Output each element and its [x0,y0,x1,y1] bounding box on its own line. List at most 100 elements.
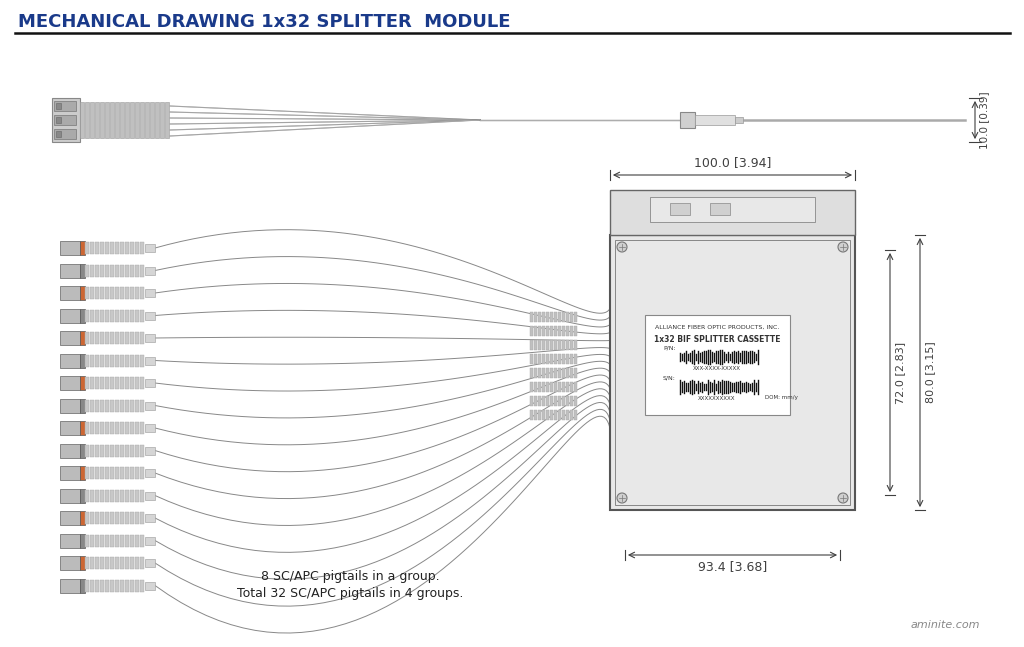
Bar [120,287,124,299]
Bar [110,512,114,524]
Bar [80,443,85,457]
Bar [534,410,537,419]
Bar [130,490,134,501]
Bar [120,265,124,276]
Bar [546,340,549,349]
Text: S/N:: S/N: [663,375,676,380]
Bar [140,580,144,591]
Bar [80,263,85,278]
Bar [135,265,139,276]
Circle shape [838,242,848,252]
Bar [534,395,537,406]
Bar [530,410,534,419]
Bar [550,340,553,349]
Bar [546,410,549,419]
Bar [100,399,104,411]
Bar [695,115,735,125]
Bar [550,353,553,364]
Bar [140,534,144,547]
Bar [546,395,549,406]
Bar [145,402,155,410]
Text: 80.0 [3.15]: 80.0 [3.15] [925,342,935,403]
Bar [90,557,94,569]
Bar [120,467,124,479]
Bar [125,399,129,411]
Bar [100,534,104,547]
Bar [120,490,124,501]
Bar [135,557,139,569]
Bar [530,311,534,322]
Bar [610,190,855,235]
Bar [115,332,119,344]
Bar [105,265,109,276]
Bar [550,382,553,391]
Bar [570,410,573,419]
Bar [110,242,114,254]
Bar [90,242,94,254]
Bar [145,514,155,522]
Bar [130,242,134,254]
Bar [80,466,85,480]
Bar [574,353,577,364]
Bar [95,102,99,138]
Bar [60,331,80,345]
Bar [120,102,124,138]
Bar [54,101,76,111]
Bar [60,488,80,503]
Bar [56,103,61,109]
Bar [95,512,99,524]
Bar [566,395,569,406]
Bar [135,467,139,479]
Bar [105,287,109,299]
Bar [80,286,85,300]
Bar [105,399,109,411]
Bar [60,353,80,367]
Bar [538,325,541,336]
Bar [550,395,553,406]
Bar [115,512,119,524]
Circle shape [617,493,627,503]
Bar [56,131,61,137]
Bar [145,424,155,432]
Bar [100,355,104,366]
Bar [95,557,99,569]
Bar [120,377,124,389]
Bar [56,117,61,123]
Bar [80,102,84,138]
Bar [125,467,129,479]
Bar [140,287,144,299]
Bar [115,422,119,434]
Bar [562,410,565,419]
Bar [100,557,104,569]
Bar [115,467,119,479]
Bar [100,102,104,138]
Bar [100,467,104,479]
Bar [120,332,124,344]
Bar [562,353,565,364]
Bar [85,265,89,276]
Bar [546,367,549,377]
Bar [100,580,104,591]
Bar [125,265,129,276]
Bar [554,353,557,364]
Bar [570,311,573,322]
Bar [165,102,169,138]
Bar [530,382,534,391]
Bar [60,376,80,390]
Bar [562,382,565,391]
Bar [60,263,80,278]
Bar [80,556,85,570]
Bar [140,490,144,501]
Bar [105,309,109,322]
Bar [90,444,94,457]
Bar [125,490,129,501]
Bar [135,512,139,524]
Text: 8 SC/APC pigtails in a group.: 8 SC/APC pigtails in a group. [261,570,439,583]
Bar [558,311,561,322]
Bar [534,367,537,377]
Bar [85,287,89,299]
Bar [135,444,139,457]
Bar [85,557,89,569]
Bar [145,356,155,364]
Bar [95,580,99,591]
